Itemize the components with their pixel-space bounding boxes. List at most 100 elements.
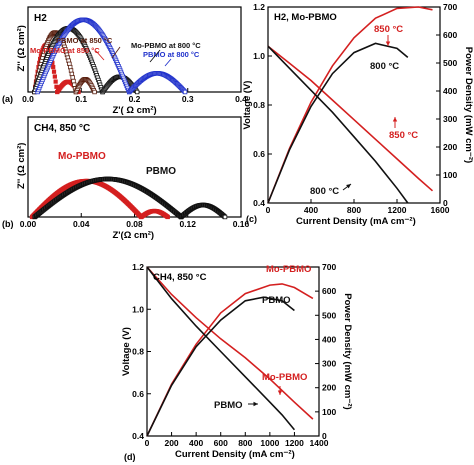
series-label: Mo-PBMO [262, 372, 307, 383]
y2-tick-label: 700 [322, 262, 336, 272]
y-tick-label: 0.8 [132, 347, 144, 357]
x-tick-label: 0 [266, 205, 271, 215]
series-mo-pbmo [29, 178, 170, 220]
series-pbmo-at-800-c [35, 17, 188, 95]
y2-tick-label: 100 [322, 407, 336, 417]
x-tick-label: 800 [238, 438, 252, 448]
voltage-line-pbmo [146, 266, 296, 431]
data-point [134, 89, 140, 95]
y-axis-label: Z'' (Ω cm²) [16, 143, 27, 189]
power-line-850-c [267, 6, 433, 204]
voltage-line-mo-pbmo [146, 266, 314, 420]
panel-letter: (b) [2, 219, 14, 229]
x-tick-label: 0.2 [129, 94, 141, 104]
y-tick-label: 0.6 [132, 389, 144, 399]
y2-tick-label: 500 [322, 310, 336, 320]
x-tick-label: 1600 [431, 205, 450, 215]
label-pointer [164, 58, 172, 67]
series-label: 850 °C [389, 130, 418, 141]
x-tick-label: 1200 [285, 438, 304, 448]
series-label: PBMO [262, 295, 291, 306]
x-axis-label: Current Density (mA cm⁻²) [175, 449, 295, 460]
series-pbmo [32, 176, 228, 220]
x-tick-label: 200 [164, 438, 178, 448]
y2-tick-label: 400 [443, 86, 457, 96]
x-tick-label: 0.3 [182, 94, 194, 104]
data-point [72, 82, 77, 87]
x-tick-label: 400 [304, 205, 318, 215]
x-tick-label: 0.08 [126, 219, 143, 229]
y2-tick-label: 400 [322, 334, 336, 344]
x-axis-label: Z'(Ω cm²) [113, 230, 155, 241]
series-label: PBMO [214, 400, 243, 411]
y-tick-label: 0.8 [253, 100, 265, 110]
y2-tick-label: 500 [443, 58, 457, 68]
series-label: 850 °C [374, 24, 403, 35]
y-tick-label: 1.0 [253, 51, 265, 61]
y2-tick-label: 700 [443, 2, 457, 12]
y-axis-label: Voltage (V) [242, 81, 253, 130]
y2-tick-label: 200 [322, 383, 336, 393]
x-tick-label: 600 [214, 438, 228, 448]
x-tick-label: 1000 [260, 438, 279, 448]
series-label: Mo-PBMO at 800 °C [131, 41, 201, 50]
x-tick-label: 0.4 [235, 94, 247, 104]
x-tick-label: 400 [189, 438, 203, 448]
panel-d: 0 200 400 600 800 1000 1200 14000.40.60.81.01.2… [121, 262, 353, 462]
panel-a: 0.0 0.1 0.2 0.3 0.4 Z'( Ω cm²) Z'' (Ω cm²) (a) H… [2, 6, 247, 116]
data-point [51, 69, 57, 74]
x-tick-label: 0.04 [73, 219, 90, 229]
power-line-pbmo [146, 296, 295, 437]
x-tick-label: 0.00 [20, 219, 37, 229]
series-label: PBMO [146, 166, 176, 177]
series-label: 800 °C [370, 61, 399, 72]
data-point [71, 78, 76, 84]
data-point [52, 74, 57, 79]
data-point [165, 214, 170, 220]
panel-label: CH4, 850 °C [34, 123, 90, 134]
series-label: PBMO at 800 °C [143, 50, 200, 59]
arrow-head [253, 401, 258, 407]
x-tick-label: 0 [145, 438, 150, 448]
data-point [222, 214, 228, 220]
panel-label: CH4, 850 °C [153, 272, 207, 283]
arrow-head [385, 41, 391, 46]
x-tick-label: 0.1 [75, 94, 87, 104]
series-label: Mo-PBMO [266, 264, 311, 275]
x-axis-label: Z'( Ω cm²) [113, 105, 157, 116]
panel-label: H2, Mo-PBMO [274, 12, 337, 23]
data-point [92, 89, 97, 95]
data-point [51, 65, 56, 70]
y-axis-label: Voltage (V) [121, 327, 132, 376]
y-axis-label: Z'' (Ω cm²) [16, 25, 27, 71]
panel-c: 0 400 800 1200 1600 0.4 0.6 0.8 1.0 1.2 0 100 200 300… [242, 2, 474, 227]
panel-letter: (a) [2, 94, 13, 104]
y2-tick-label: 300 [322, 359, 336, 369]
series-label: Mo-PBMO [58, 151, 106, 162]
data-point [53, 79, 58, 84]
voltage-line-800-c [267, 45, 409, 204]
x-tick-label: 0.12 [179, 219, 196, 229]
voltage-line-850-c [267, 45, 434, 192]
x-tick-label: 1200 [388, 205, 407, 215]
series-label: Mo-PBMO at 850 °C [30, 46, 100, 55]
data-point [70, 75, 75, 80]
y2-axis-label: Power Density (mW cm⁻²) [463, 47, 474, 163]
y-tick-label: 1.2 [253, 2, 265, 12]
y-tick-label: 0.4 [253, 198, 265, 208]
arrow-head [277, 390, 283, 395]
y2-tick-label: 0 [443, 198, 448, 208]
y2-tick-label: 100 [443, 170, 457, 180]
y2-tick-label: 0 [322, 431, 327, 441]
panel-letter: (c) [246, 214, 257, 224]
y-tick-label: 0.4 [132, 431, 144, 441]
panel-letter: (d) [124, 452, 136, 462]
y2-tick-label: 600 [322, 286, 336, 296]
power-line-mo-pbmo [146, 283, 314, 437]
panel-label: H2 [34, 13, 47, 24]
y2-tick-label: 200 [443, 142, 457, 152]
y2-axis-label: Power Density (mW cm⁻²) [342, 293, 353, 409]
label-pointer [95, 50, 105, 61]
x-axis-label: Current Density (mA cm⁻²) [296, 216, 416, 227]
